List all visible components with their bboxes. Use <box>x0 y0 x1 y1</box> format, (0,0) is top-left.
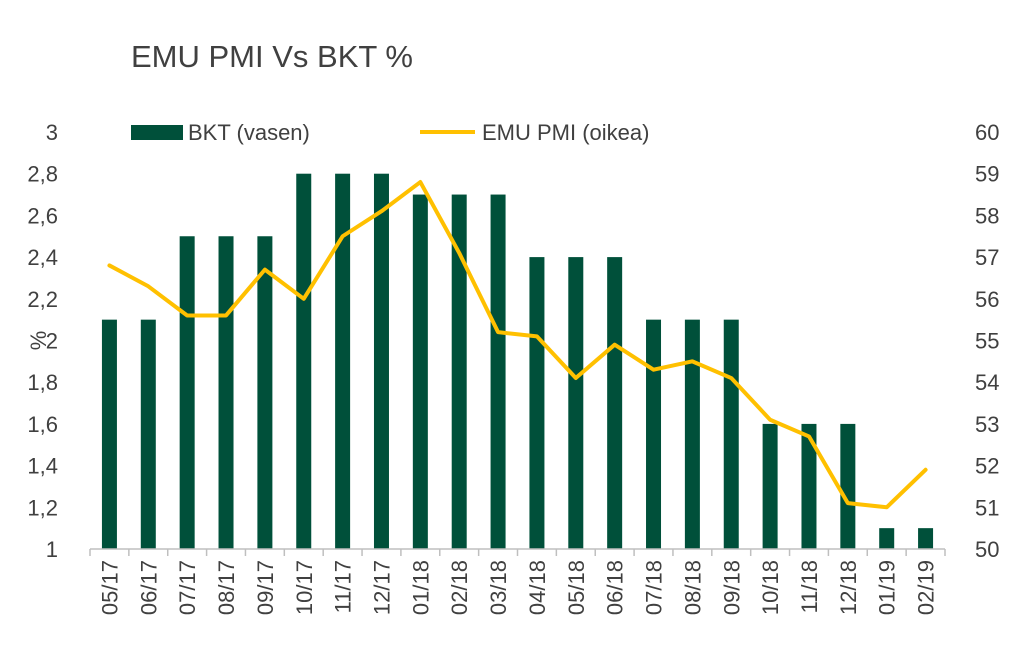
y2-tick-label: 59 <box>975 162 999 187</box>
y-axis-label: % <box>26 331 51 351</box>
legend-label-bkt: BKT (vasen) <box>188 120 310 145</box>
x-tick-label: 06/18 <box>603 560 628 615</box>
x-tick-label: 06/17 <box>136 560 161 615</box>
bar-12/18 <box>840 423 856 549</box>
bar-07/18 <box>646 319 662 549</box>
x-tick-label: 11/18 <box>797 560 822 613</box>
y-tick-label: 2,2 <box>27 287 58 312</box>
bar-03/18 <box>490 194 506 550</box>
x-tick-label: 10/18 <box>758 560 783 615</box>
bar-05/17 <box>101 319 117 549</box>
bar-11/18 <box>801 423 817 549</box>
x-tick-label: 02/19 <box>914 560 939 615</box>
y2-tick-label: 57 <box>975 245 999 270</box>
y-tick-label: 2 <box>46 329 58 354</box>
x-tick-label: 08/18 <box>680 560 705 615</box>
y-tick-label: 3 <box>46 120 58 145</box>
y2-tick-label: 55 <box>975 329 999 354</box>
pmi-line <box>107 180 928 510</box>
x-tick-label: 09/18 <box>719 560 744 615</box>
line-series <box>107 180 928 510</box>
y-tick-label: 1,2 <box>27 495 58 520</box>
bar-02/18 <box>451 194 467 550</box>
bar-10/18 <box>762 423 778 549</box>
legend: BKT (vasen) EMU PMI (oikea) <box>131 120 649 145</box>
bar-08/18 <box>684 319 700 549</box>
bar-11/17 <box>335 173 351 549</box>
bar-08/17 <box>218 236 234 549</box>
x-tick-label: 05/17 <box>97 560 122 615</box>
bar-series <box>101 173 934 550</box>
y2-tick-label: 60 <box>975 120 999 145</box>
x-tick-label: 12/18 <box>836 560 861 615</box>
bar-07/17 <box>179 236 195 549</box>
bar-04/18 <box>529 257 545 549</box>
legend-swatch-bkt <box>131 125 183 140</box>
y2-tick-label: 51 <box>975 495 999 520</box>
bar-01/18 <box>412 194 428 550</box>
x-tick-label: 08/17 <box>214 560 239 615</box>
bar-05/18 <box>568 257 584 549</box>
bar-01/19 <box>879 528 895 549</box>
x-tick-label: 07/17 <box>175 560 200 615</box>
x-tick-label: 05/18 <box>564 560 589 615</box>
y-tick-label: 1,6 <box>27 412 58 437</box>
y-tick-label: 1 <box>46 537 58 562</box>
x-axis-ticks: 05/17 06/17 07/17 08/17 09/17 10/17 11/17 12/17… <box>89 549 946 615</box>
bar-06/17 <box>140 319 156 549</box>
bar-09/17 <box>257 236 273 549</box>
y2-tick-label: 54 <box>975 370 999 395</box>
x-tick-label: 04/18 <box>525 560 550 615</box>
y2-tick-label: 50 <box>975 537 999 562</box>
y-tick-label: 2,8 <box>27 162 58 187</box>
x-tick-label: 03/18 <box>486 560 511 615</box>
bar-09/18 <box>723 319 739 549</box>
y-tick-label: 1,8 <box>27 370 58 395</box>
y2-tick-label: 52 <box>975 454 999 479</box>
chart-title: EMU PMI Vs BKT % <box>131 39 413 74</box>
y-tick-label: 2,6 <box>27 203 58 228</box>
bar-06/18 <box>607 257 623 549</box>
x-tick-label: 10/17 <box>292 560 317 615</box>
x-tick-label: 07/18 <box>642 560 667 615</box>
x-tick-label: 11/17 <box>331 560 356 613</box>
y-tick-label: 2,4 <box>27 245 58 270</box>
x-tick-label: 01/19 <box>875 560 900 615</box>
legend-label-pmi: EMU PMI (oikea) <box>482 120 649 145</box>
bar-02/19 <box>918 528 934 549</box>
x-tick-label: 02/18 <box>447 560 472 615</box>
y2-axis-ticks: 50 51 52 53 54 55 56 57 58 59 60 <box>975 120 999 562</box>
bar-12/17 <box>373 173 389 549</box>
bar-10/17 <box>296 173 312 549</box>
x-tick-label: 12/17 <box>369 560 394 615</box>
y2-tick-label: 53 <box>975 412 999 437</box>
y-axis-ticks: 1 1,2 1,4 1,6 1,8 2 2,2 2,4 2,6 2,8 3 <box>27 120 58 562</box>
x-tick-label: 01/18 <box>408 560 433 615</box>
y-tick-label: 1,4 <box>27 454 58 479</box>
x-tick-label: 09/17 <box>253 560 278 615</box>
y2-tick-label: 56 <box>975 287 999 312</box>
y2-tick-label: 58 <box>975 203 999 228</box>
